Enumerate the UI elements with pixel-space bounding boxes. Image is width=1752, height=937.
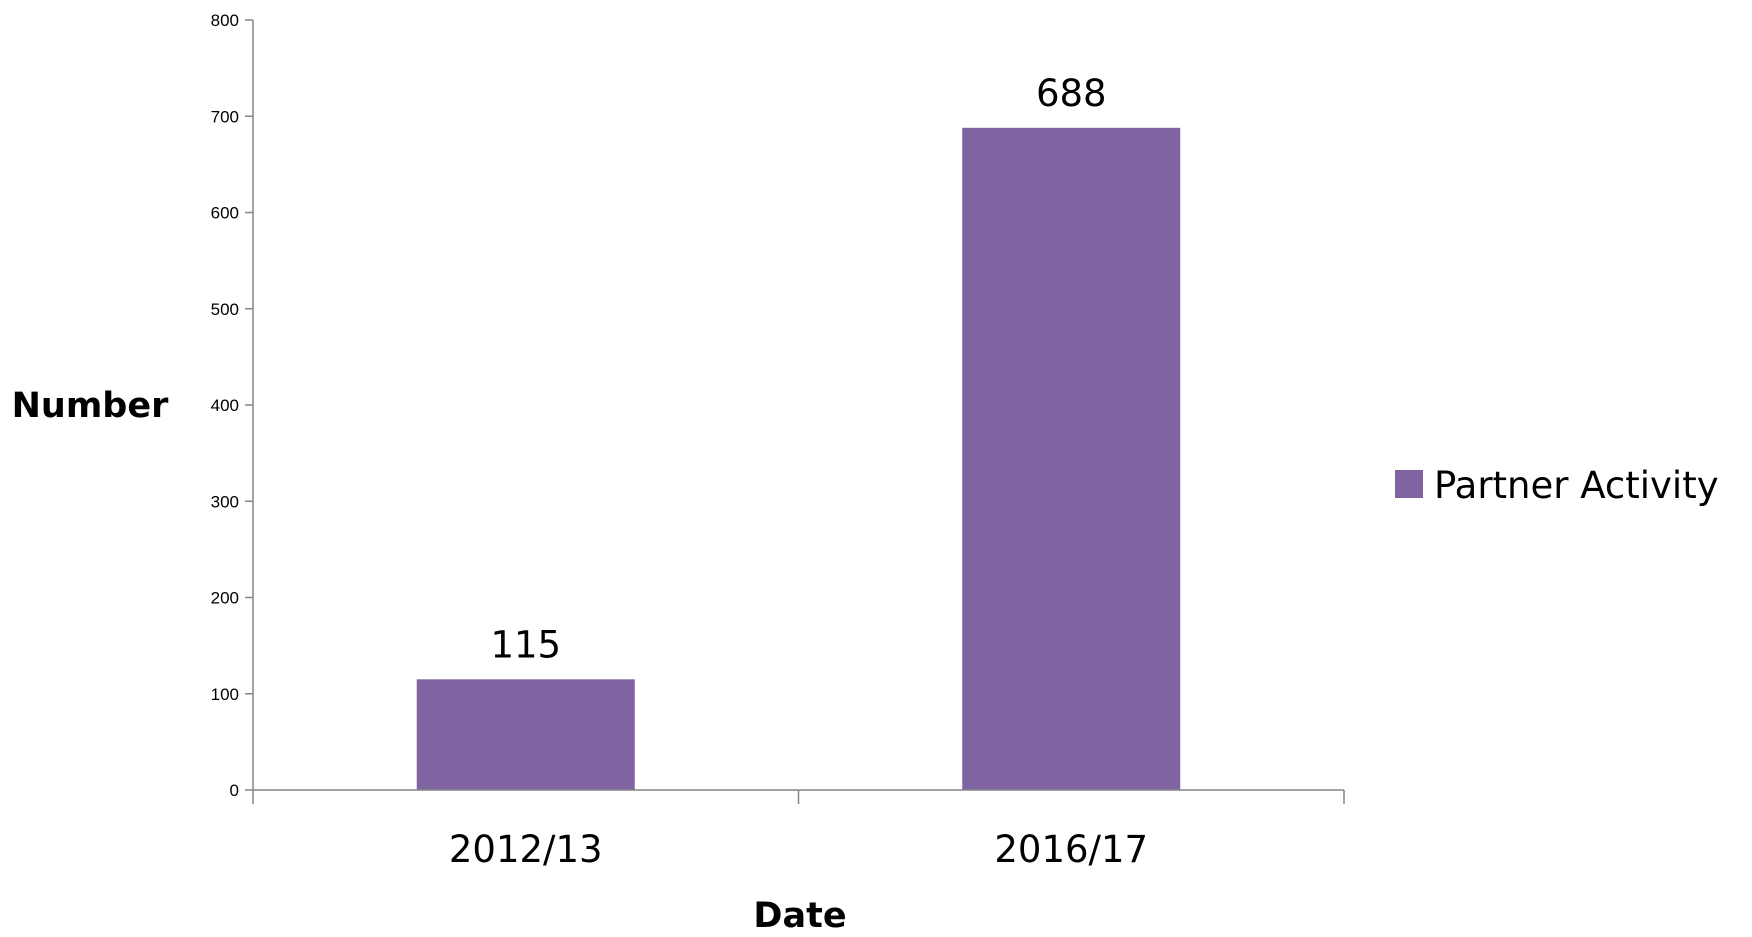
data-labels: 115 688 <box>490 72 1106 667</box>
legend: Partner Activity <box>1395 464 1719 507</box>
x-category-label: 2012/13 <box>449 828 603 871</box>
y-tick-label: 0 <box>230 781 239 800</box>
x-axis-title: Date <box>753 896 846 936</box>
x-category-label: 2016/17 <box>994 828 1148 871</box>
legend-swatch <box>1395 470 1423 498</box>
legend-label: Partner Activity <box>1434 464 1719 507</box>
bar <box>962 127 1181 791</box>
y-tick-label: 500 <box>211 300 239 319</box>
bar-value-label: 688 <box>1036 72 1107 115</box>
bar-value-label: 115 <box>490 623 561 666</box>
y-tick-label: 400 <box>211 396 239 415</box>
y-tick-label: 700 <box>211 107 239 126</box>
bars <box>416 127 1181 791</box>
y-tick-label: 600 <box>211 204 239 223</box>
bar <box>416 679 635 790</box>
y-tick-label: 100 <box>211 685 239 704</box>
y-axis-ticks: 0 100 200 300 400 500 600 700 800 <box>211 11 253 800</box>
y-tick-label: 800 <box>211 11 239 30</box>
x-axis-categories: 2012/13 2016/17 <box>449 828 1148 871</box>
y-tick-label: 300 <box>211 492 239 511</box>
y-axis-title: Number <box>12 386 169 426</box>
axes <box>252 20 1345 804</box>
y-tick-label: 200 <box>211 589 239 608</box>
